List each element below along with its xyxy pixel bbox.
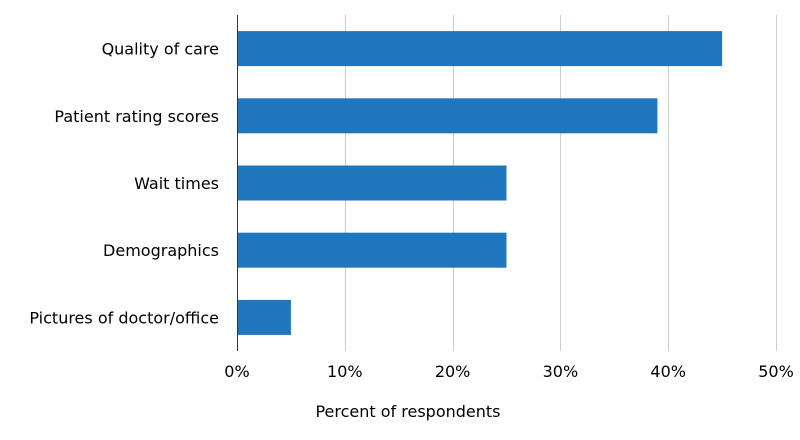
x-tick-labels: 0% 10% 20% 30% 40% 50% [224,362,793,381]
category-label: Patient rating scores [54,107,219,126]
gridlines [345,15,777,351]
x-axis-title: Percent of respondents [315,402,500,421]
bar [237,165,507,201]
category-label: Demographics [103,241,219,260]
category-label: Wait times [134,174,219,193]
x-tick-label: 0% [224,362,249,381]
x-tick-label: 10% [327,362,363,381]
x-tick-label: 50% [758,362,794,381]
bars [237,31,723,335]
category-label: Quality of care [102,40,219,59]
bar [237,98,658,134]
bar [237,31,723,67]
bar [237,232,507,268]
category-labels: Quality of care Patient rating scores Wait… [29,40,219,328]
x-tick-label: 30% [543,362,579,381]
x-tick-label: 40% [650,362,686,381]
bar [237,299,291,335]
category-label: Pictures of doctor/office [29,308,219,327]
x-tick-label: 20% [435,362,471,381]
